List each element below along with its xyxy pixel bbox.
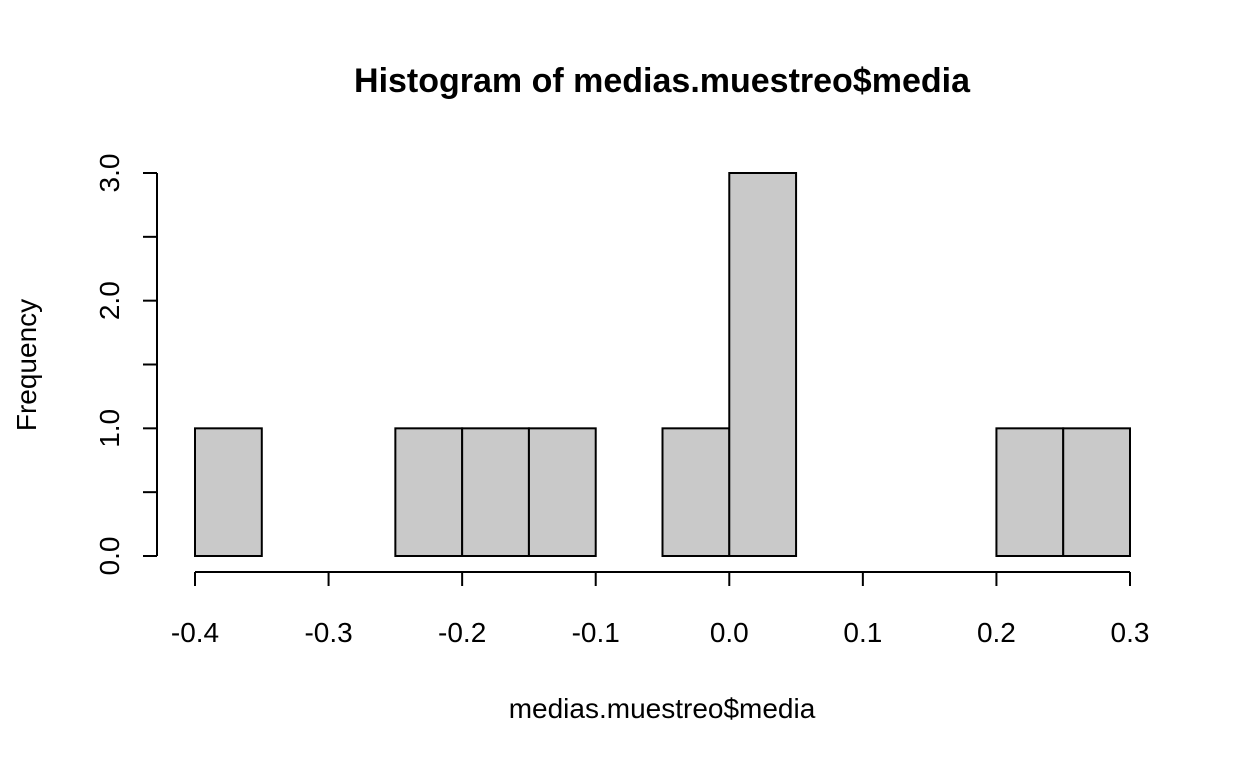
histogram-bar bbox=[527, 427, 597, 558]
y-tick-label: 0.0 bbox=[94, 537, 125, 576]
x-tick-label: -0.2 bbox=[438, 617, 486, 648]
y-tick-label: 3.0 bbox=[94, 154, 125, 193]
y-tick-label: 1.0 bbox=[94, 409, 125, 448]
x-tick-label: 0.1 bbox=[843, 617, 882, 648]
histogram-bar bbox=[461, 427, 530, 558]
x-tick-label: 0.2 bbox=[977, 617, 1016, 648]
histogram-bar bbox=[661, 427, 731, 558]
x-tick-label: -0.1 bbox=[572, 617, 620, 648]
histogram-bar bbox=[1062, 427, 1131, 558]
histogram-bar bbox=[995, 427, 1065, 558]
x-axis: -0.4 -0.3 -0.2 -0.1 0.0 0.1 0.2 0.3 bbox=[171, 571, 1150, 648]
y-axis-label: Frequency bbox=[11, 299, 42, 431]
x-axis-label: medias.muestreo$media bbox=[509, 693, 816, 724]
histogram-bar bbox=[194, 427, 263, 558]
histogram-bar bbox=[394, 427, 464, 558]
x-tick-label: 0.0 bbox=[710, 617, 749, 648]
y-axis: 0.0 1.0 2.0 3.0 bbox=[94, 154, 158, 576]
x-tick-label: 0.3 bbox=[1111, 617, 1150, 648]
x-tick-label: -0.4 bbox=[171, 617, 219, 648]
bars-group bbox=[194, 172, 1131, 558]
y-tick-label: 2.0 bbox=[94, 281, 125, 320]
histogram-bar bbox=[728, 172, 798, 557]
x-tick-label: -0.3 bbox=[304, 617, 352, 648]
chart-title: Histogram of medias.muestreo$media bbox=[354, 62, 971, 100]
